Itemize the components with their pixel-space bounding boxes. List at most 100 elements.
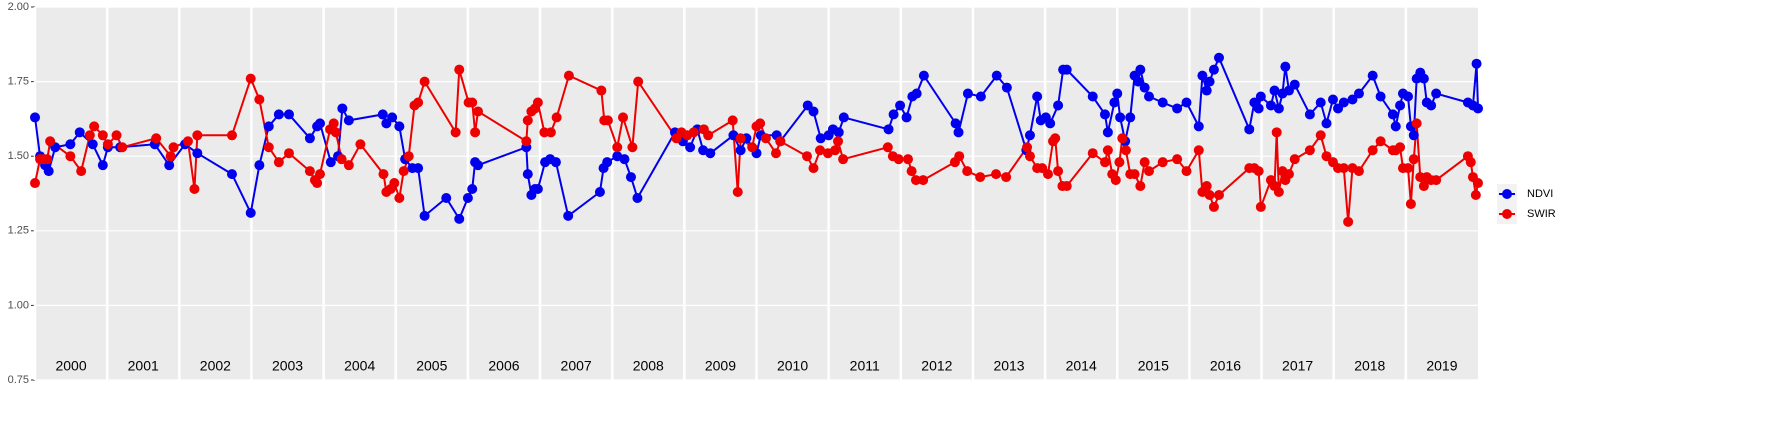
- data-point: [1271, 127, 1282, 138]
- data-point: [1321, 118, 1332, 129]
- data-point: [1102, 145, 1113, 156]
- data-point: [1201, 181, 1212, 192]
- data-point: [343, 160, 354, 171]
- data-point: [403, 151, 414, 162]
- data-point: [911, 88, 922, 99]
- data-point: [1253, 166, 1264, 177]
- data-point: [1269, 85, 1280, 96]
- data-point: [1473, 103, 1483, 114]
- data-point: [1110, 175, 1121, 186]
- data-point: [755, 118, 766, 129]
- data-point: [563, 70, 574, 81]
- data-point: [387, 112, 398, 123]
- data-point: [378, 169, 389, 180]
- data-point: [1289, 154, 1300, 165]
- legend-label: SWIR: [1527, 208, 1556, 220]
- data-point: [954, 151, 965, 162]
- data-point: [43, 166, 54, 177]
- data-point: [1375, 136, 1386, 147]
- data-point: [1418, 73, 1429, 84]
- data-point: [165, 151, 176, 162]
- data-point: [735, 133, 746, 144]
- data-point: [760, 133, 771, 144]
- data-point: [1087, 91, 1098, 102]
- x-tick-label: 2003: [272, 358, 303, 374]
- data-point: [1244, 124, 1255, 135]
- data-point: [625, 172, 636, 183]
- x-tick-label: 2015: [1138, 358, 1169, 374]
- data-point: [470, 127, 481, 138]
- data-point: [612, 142, 623, 153]
- data-point: [814, 145, 825, 156]
- data-point: [1139, 157, 1150, 168]
- data-point: [563, 210, 574, 221]
- data-point: [1208, 201, 1219, 212]
- data-point: [1411, 118, 1422, 129]
- data-point: [975, 172, 986, 183]
- data-point: [532, 97, 543, 108]
- data-point: [245, 207, 256, 218]
- data-point: [838, 112, 849, 123]
- data-point: [1408, 130, 1419, 141]
- data-point: [328, 118, 339, 129]
- data-point: [182, 136, 193, 147]
- data-point: [770, 148, 781, 159]
- y-tick-label: 1.50: [8, 150, 29, 162]
- data-point: [618, 112, 629, 123]
- x-tick-label: 2008: [633, 358, 664, 374]
- data-point: [254, 94, 265, 105]
- data-point: [473, 106, 484, 117]
- data-point: [377, 109, 388, 120]
- data-point: [732, 187, 743, 198]
- data-point: [953, 127, 964, 138]
- data-point: [1143, 91, 1154, 102]
- x-tick-label: 2019: [1426, 358, 1457, 374]
- data-point: [1408, 154, 1419, 165]
- data-point: [1193, 145, 1204, 156]
- data-point: [65, 139, 76, 150]
- data-point: [1001, 172, 1012, 183]
- data-point: [164, 160, 175, 171]
- data-point: [1087, 148, 1098, 159]
- y-tick-label: 0.75: [8, 374, 29, 386]
- data-point: [273, 109, 284, 120]
- x-tick-label: 2000: [55, 358, 86, 374]
- data-point: [1129, 169, 1140, 180]
- legend-label: NDVI: [1527, 188, 1553, 200]
- data-point: [1343, 216, 1354, 227]
- data-point: [1204, 189, 1215, 200]
- data-point: [1135, 64, 1146, 75]
- x-tick-label: 2010: [777, 358, 808, 374]
- data-point: [632, 192, 643, 203]
- data-point: [550, 157, 561, 168]
- data-point: [521, 136, 532, 147]
- data-point: [1032, 91, 1043, 102]
- legend-dot: [1502, 209, 1512, 219]
- data-point: [473, 160, 484, 171]
- data-point: [833, 136, 844, 147]
- data-point: [1099, 109, 1110, 120]
- data-point: [883, 124, 894, 135]
- data-point: [102, 139, 113, 150]
- data-point: [65, 151, 76, 162]
- data-point: [522, 169, 533, 180]
- data-point: [895, 100, 906, 111]
- data-point: [398, 166, 409, 177]
- data-point: [245, 73, 256, 84]
- data-point: [1117, 133, 1128, 144]
- data-point: [1201, 85, 1212, 96]
- data-point: [1265, 100, 1276, 111]
- data-point: [343, 115, 354, 126]
- data-point: [1213, 189, 1224, 200]
- data-point: [888, 109, 899, 120]
- data-point: [355, 139, 366, 150]
- data-point: [1321, 151, 1332, 162]
- data-point: [1114, 157, 1125, 168]
- data-point: [1347, 94, 1358, 105]
- data-point: [1338, 97, 1349, 108]
- data-point: [1431, 88, 1442, 99]
- data-point: [97, 130, 108, 141]
- data-point: [602, 157, 613, 168]
- data-point: [283, 148, 294, 159]
- data-point: [1253, 103, 1264, 114]
